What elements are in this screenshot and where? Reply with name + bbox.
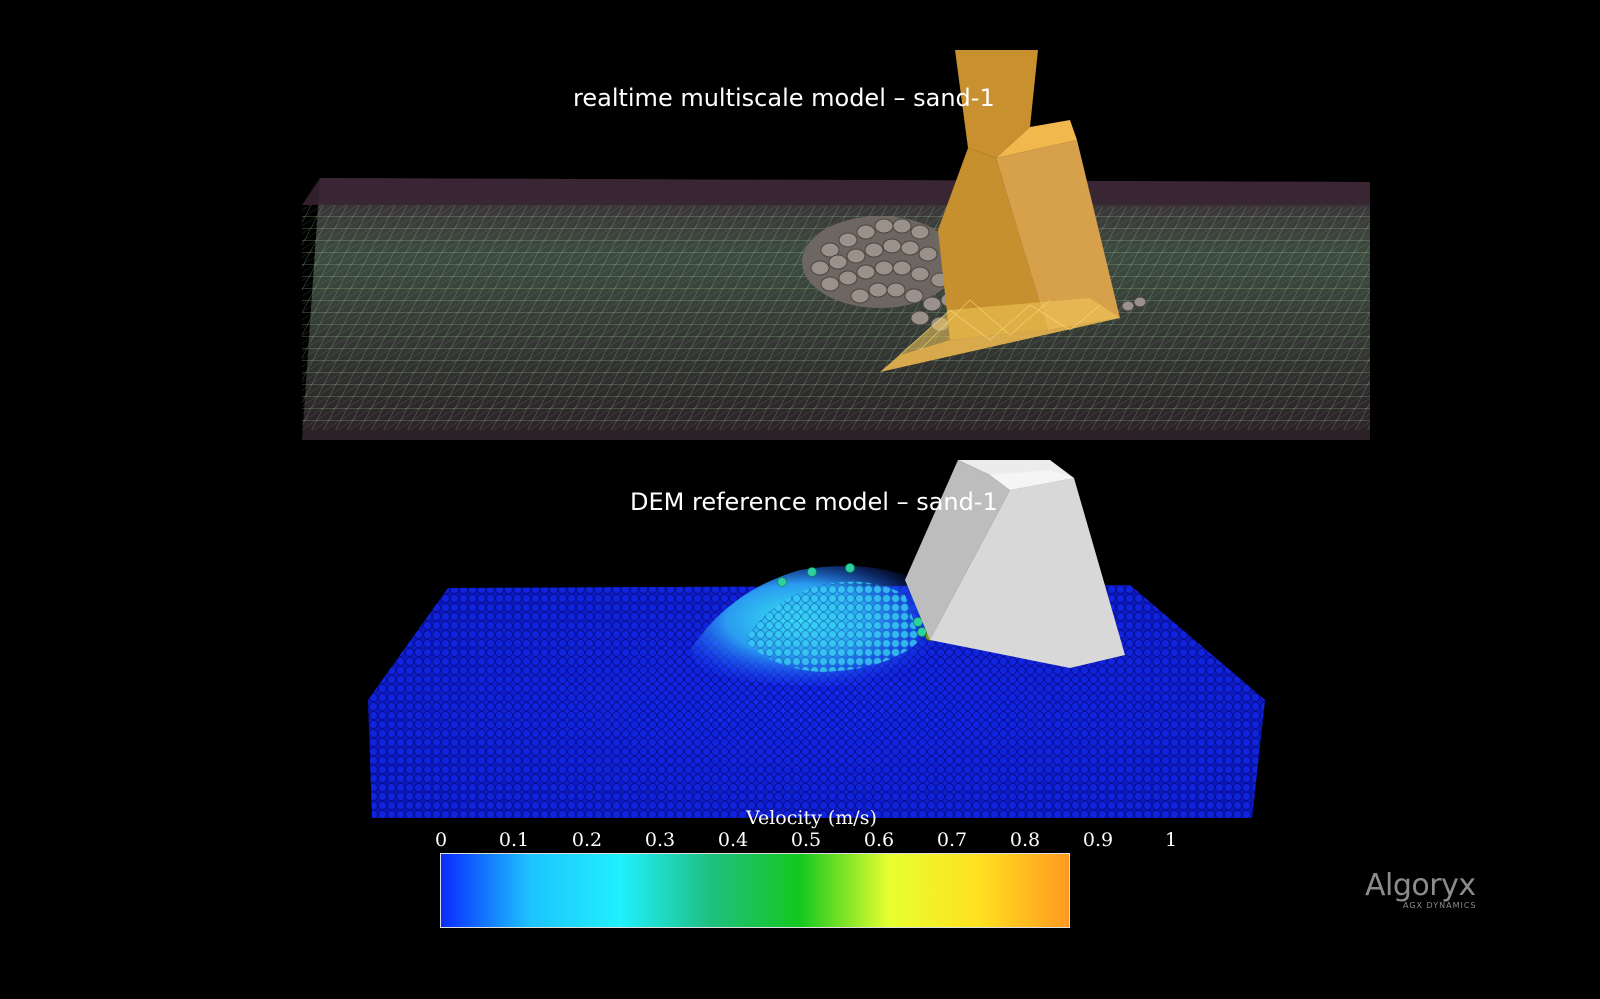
colorbar-tick-label: 0.9 — [1082, 829, 1114, 851]
top-terrain — [302, 178, 1370, 440]
top-panel-title: realtime multiscale model – sand-1 — [573, 84, 995, 112]
gravel-pile — [802, 216, 1147, 332]
colorbar-tick-label: 0.6 — [863, 829, 895, 851]
top-bucket — [880, 50, 1120, 372]
colorbar-tick-label: 0.1 — [498, 829, 530, 851]
particle-bed — [368, 563, 1265, 818]
bottom-bucket — [905, 460, 1125, 668]
colorbar-tick-label: 0.4 — [717, 829, 749, 851]
colorbar-tick-label: 0.3 — [644, 829, 676, 851]
logo-name: Algoryx — [1365, 868, 1476, 903]
colorbar-tick-label: 0 — [434, 829, 448, 851]
colorbar-tick-label: 0.8 — [1009, 829, 1041, 851]
colorbar-tick-label: 0.2 — [571, 829, 603, 851]
colorbar-tick-label: 0.7 — [936, 829, 968, 851]
algoryx-logo: Algoryx AGX DYNAMICS — [1365, 868, 1477, 910]
bottom-panel-title: DEM reference model – sand-1 — [630, 488, 998, 516]
colorbar — [440, 853, 1070, 928]
colorbar-tick-label: 0.5 — [790, 829, 822, 851]
logo-subtitle: AGX DYNAMICS — [1403, 901, 1477, 910]
colorbar-title: Velocity (m/s) — [746, 807, 877, 829]
colorbar-tick-label: 1 — [1164, 829, 1178, 851]
